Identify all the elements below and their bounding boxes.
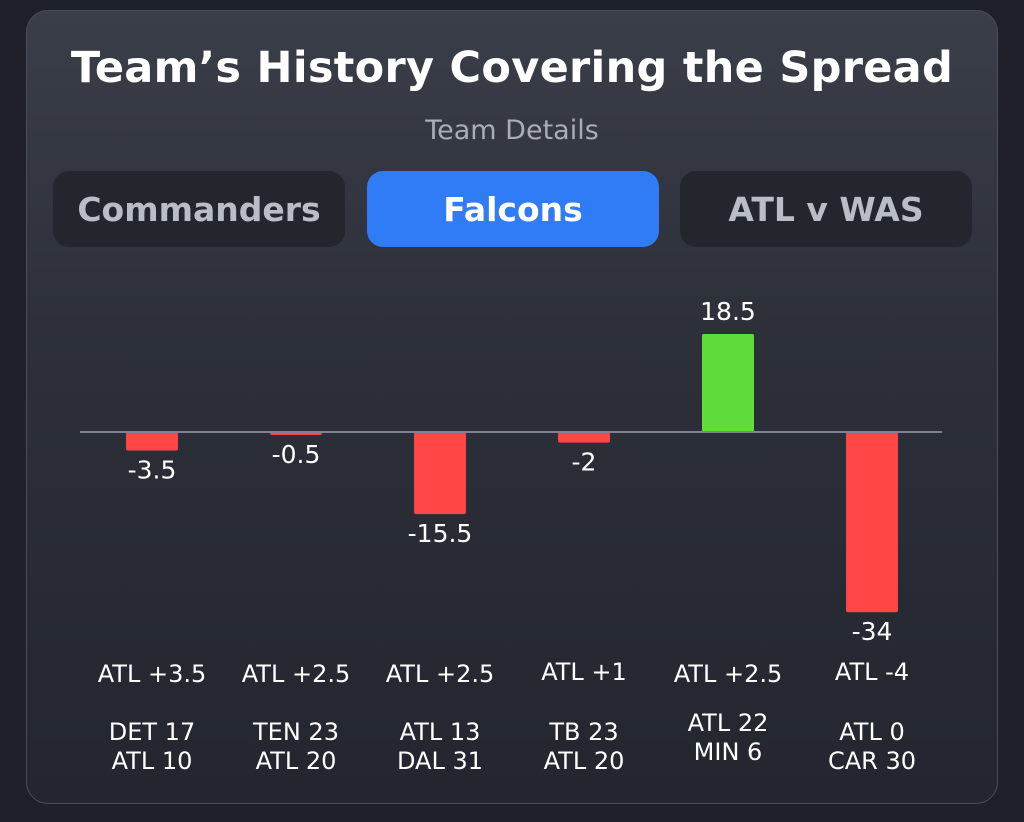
ats-history-card: Team’s History Covering the Spread Team … — [26, 10, 998, 804]
tab-atl-v-was[interactable]: ATL v WAS — [680, 171, 972, 247]
spread-label-6: ATL -4 — [835, 658, 909, 686]
chart-subtitle: Team Details — [425, 115, 599, 146]
score-line1-3: ATL 13 — [400, 718, 481, 746]
spread-label-1: ATL +3.5 — [98, 660, 207, 688]
bar-4 — [558, 432, 610, 443]
spread-label-2: ATL +2.5 — [242, 660, 351, 688]
score-line2-3: DAL 31 — [397, 747, 483, 775]
score-line2-5: MIN 6 — [694, 738, 763, 766]
score-line1-5: ATL 22 — [688, 709, 769, 737]
score-line1-4: TB 23 — [548, 718, 618, 746]
chart-title: Team’s History Covering the Spread — [70, 43, 954, 93]
value-label-5: 18.5 — [700, 297, 756, 326]
bar-5 — [702, 333, 754, 432]
score-line2-2: ATL 20 — [256, 747, 337, 775]
score-line2-4: ATL 20 — [544, 747, 625, 775]
bar-6 — [846, 432, 898, 613]
score-line2-1: ATL 10 — [112, 747, 193, 775]
score-line2-6: CAR 30 — [828, 747, 916, 775]
score-line1-2: TEN 23 — [252, 718, 339, 746]
value-label-3: -15.5 — [408, 519, 473, 548]
tab-commanders[interactable]: Commanders — [53, 171, 345, 247]
value-label-2: -0.5 — [272, 440, 321, 469]
score-line1-1: DET 17 — [109, 718, 195, 746]
spread-label-3: ATL +2.5 — [386, 660, 495, 688]
value-label-1: -3.5 — [128, 456, 177, 485]
value-label-6: -34 — [852, 617, 893, 646]
spread-label-4: ATL +1 — [541, 658, 627, 686]
bar-1 — [126, 432, 178, 451]
value-label-4: -2 — [572, 448, 597, 477]
tab-falcons[interactable]: Falcons — [367, 171, 659, 247]
score-line1-6: ATL 0 — [839, 718, 904, 746]
spread-label-5: ATL +2.5 — [674, 660, 783, 688]
bar-3 — [414, 432, 466, 515]
